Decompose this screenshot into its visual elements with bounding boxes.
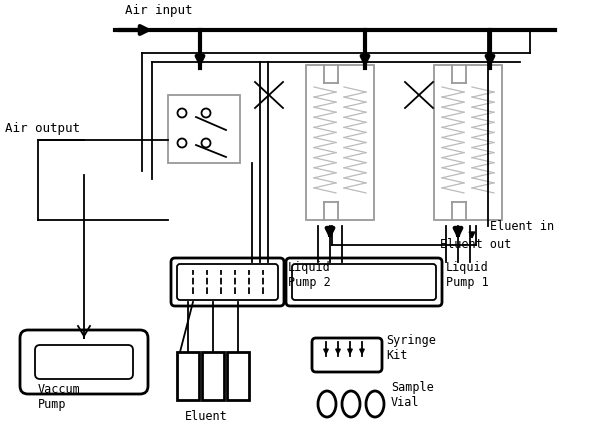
Bar [177, 352, 199, 400]
Text: Liquid
Pump 1: Liquid Pump 1 [446, 261, 489, 289]
Bar [306, 65, 374, 220]
Bar [202, 352, 224, 400]
Text: Eluent in: Eluent in [490, 220, 554, 233]
Text: Eluent out: Eluent out [440, 238, 512, 251]
Text: Vaccum
Pump: Vaccum Pump [38, 383, 81, 411]
Bar [227, 352, 249, 400]
Text: Air output: Air output [5, 122, 80, 135]
Text: Eluent: Eluent [185, 410, 228, 423]
Bar [434, 65, 502, 220]
Text: Sample
Vial: Sample Vial [391, 381, 434, 409]
Text: Syringe
Kit: Syringe Kit [386, 334, 436, 362]
Text: Liquid
Pump 2: Liquid Pump 2 [288, 261, 331, 289]
Bar [168, 95, 240, 163]
Text: Air input: Air input [125, 4, 192, 17]
